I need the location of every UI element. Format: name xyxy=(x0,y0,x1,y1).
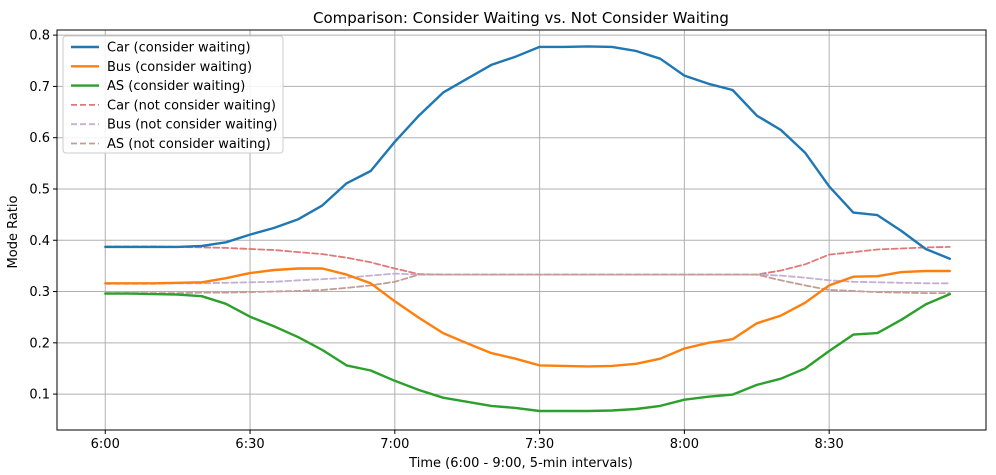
y-tick-label: 0.3 xyxy=(29,285,50,300)
series-line-0 xyxy=(104,45,951,260)
legend: Car (consider waiting) Bus (consider wait… xyxy=(62,35,284,154)
legend-label: Car (not consider waiting) xyxy=(107,98,276,113)
legend-label: AS (consider waiting) xyxy=(107,79,245,94)
x-tick-label: 8:00 xyxy=(670,437,699,452)
legend-label: Bus (consider waiting) xyxy=(107,60,252,75)
series-line-1 xyxy=(104,267,951,368)
legend-box xyxy=(62,35,284,154)
series-line-5 xyxy=(104,273,951,295)
legend-label: AS (not consider waiting) xyxy=(107,137,271,152)
x-tick-label: 7:00 xyxy=(380,437,409,452)
legend-label: Car (consider waiting) xyxy=(107,41,251,56)
x-axis: 6:00 6:30 7:00 7:30 8:00 8:30 xyxy=(91,430,844,452)
y-axis-label: Mode Ratio xyxy=(6,195,21,268)
y-tick-label: 0.1 xyxy=(29,388,50,403)
x-tick-label: 6:30 xyxy=(235,437,264,452)
y-tick-label: 0.5 xyxy=(29,182,50,197)
series-line-3 xyxy=(104,245,951,276)
series-line-2 xyxy=(104,292,951,413)
y-axis: 0.1 0.2 0.3 0.4 0.5 0.6 0.7 0.8 xyxy=(29,29,57,403)
y-tick-label: 0.8 xyxy=(29,29,50,44)
y-tick-label: 0.2 xyxy=(29,336,50,351)
y-tick-label: 0.4 xyxy=(29,234,50,249)
y-tick-label: 0.6 xyxy=(29,131,50,146)
legend-label: Bus (not consider waiting) xyxy=(107,118,278,133)
x-tick-label: 7:30 xyxy=(525,437,554,452)
series-group xyxy=(104,45,951,413)
y-tick-label: 0.7 xyxy=(29,80,50,95)
x-tick-label: 6:00 xyxy=(91,437,120,452)
chart-title: Comparison: Consider Waiting vs. Not Con… xyxy=(313,9,729,27)
plot-frame xyxy=(56,29,987,431)
x-tick-label: 8:30 xyxy=(815,437,844,452)
x-axis-label: Time (6:00 - 9:00, 5-min intervals) xyxy=(408,456,633,471)
